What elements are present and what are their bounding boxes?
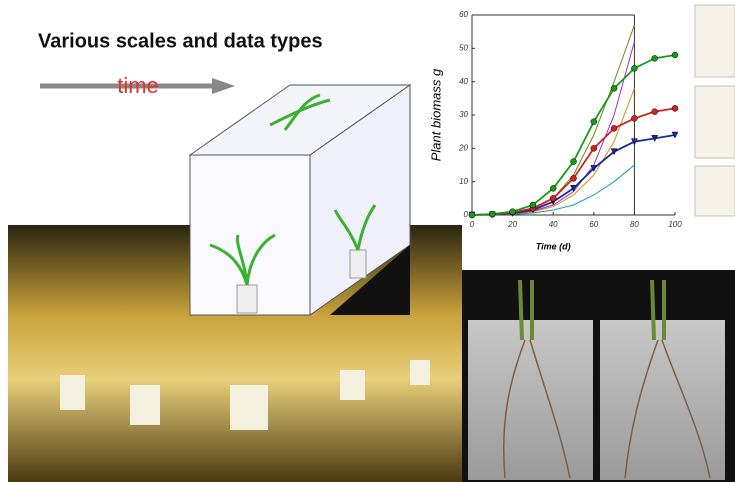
thumbnails	[694, 4, 735, 217]
arrow-label: time	[117, 73, 159, 98]
point	[468, 211, 476, 219]
y-tick-label: 20	[458, 143, 468, 152]
pots	[60, 360, 430, 430]
point	[651, 55, 658, 62]
x-tick-label: 0	[470, 220, 475, 229]
y-tick-label: 30	[459, 110, 468, 119]
point	[489, 210, 496, 218]
root-panel	[468, 320, 593, 480]
point	[631, 65, 638, 72]
point	[671, 51, 679, 59]
chart-bg	[465, 5, 690, 265]
root-panel	[600, 320, 725, 480]
y-tick-label: 0	[464, 210, 469, 219]
point	[631, 115, 638, 122]
x-tick-label: 60	[589, 220, 598, 229]
point	[570, 158, 577, 165]
point	[529, 201, 537, 209]
point	[570, 175, 577, 182]
y-tick-label: 50	[459, 43, 468, 52]
y-tick-label: 40	[459, 77, 468, 86]
y-axis-label: Plant biomass g	[428, 68, 443, 161]
chart: 0 10 20 30 40 50 60 0 20 40 60 80 100 Time (d) Plant b…	[428, 10, 682, 251]
x-tick-label: 40	[549, 220, 558, 229]
point	[509, 208, 516, 215]
roots	[502, 339, 711, 479]
point	[671, 131, 679, 139]
point	[610, 125, 618, 132]
y-tick-label: 10	[459, 177, 468, 186]
point	[570, 185, 577, 192]
point	[590, 165, 598, 172]
x-tick-label: 80	[630, 220, 639, 229]
title: Various scales and data types	[38, 30, 323, 52]
point	[610, 148, 618, 156]
imaging-cube	[188, 84, 412, 316]
arrow-head	[212, 78, 235, 94]
point	[590, 118, 598, 125]
point	[651, 108, 658, 115]
point	[610, 85, 618, 92]
x-axis-label: Time (d)	[536, 241, 571, 251]
stems	[518, 279, 666, 341]
point	[549, 195, 557, 202]
point	[671, 105, 679, 112]
point	[590, 145, 598, 152]
point	[651, 135, 659, 142]
x-tick-label: 20	[507, 220, 517, 229]
y-tick-label: 60	[459, 10, 468, 19]
point	[549, 185, 557, 192]
point	[630, 138, 638, 146]
x-tick-label: 100	[668, 220, 682, 229]
